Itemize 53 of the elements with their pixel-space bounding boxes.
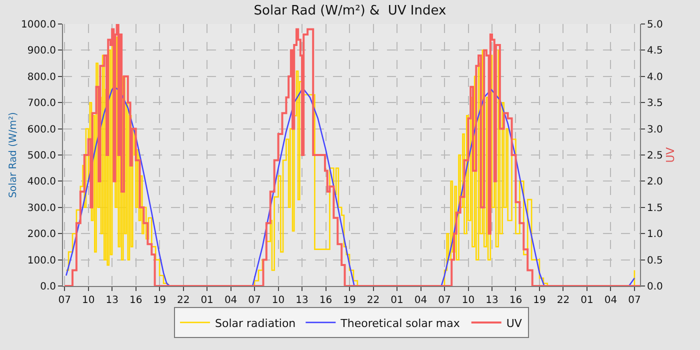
x-tick-label: 04 bbox=[604, 295, 618, 306]
y2-tick-label: 4.5 bbox=[647, 46, 663, 57]
legend-label: Solar radiation bbox=[215, 316, 296, 330]
y-tick-label: 700.0 bbox=[27, 98, 56, 110]
x-tick-label: 01 bbox=[580, 295, 594, 306]
x-tick-label: 07 bbox=[628, 295, 641, 306]
legend-label: UV bbox=[506, 316, 522, 330]
legend-label: Theoretical solar max bbox=[340, 316, 460, 330]
y2-axis-title: UV bbox=[664, 146, 678, 163]
x-tick-label: 19 bbox=[533, 295, 546, 306]
x-tick-label: 22 bbox=[556, 295, 570, 306]
x-tick-label: 22 bbox=[176, 295, 190, 306]
y-axis-title: Solar Rad (W/m²) bbox=[8, 112, 19, 198]
x-tick-label: 07 bbox=[438, 295, 451, 306]
x-tick-label: 16 bbox=[509, 295, 522, 306]
y2-tick-label: 0.0 bbox=[647, 282, 663, 292]
x-tick-label: 01 bbox=[390, 295, 404, 306]
x-tick-label: 04 bbox=[224, 295, 238, 306]
y-tick-label: 600.0 bbox=[27, 124, 56, 136]
y-tick-label: 200.0 bbox=[27, 229, 56, 240]
y2-tick-label: 1.0 bbox=[647, 229, 663, 240]
y2-tick-label: 1.5 bbox=[647, 202, 663, 214]
y-tick-label: 1000.0 bbox=[21, 20, 56, 30]
x-tick-label: 04 bbox=[414, 295, 428, 306]
y2-tick-label: 3.5 bbox=[647, 98, 663, 110]
y-tick-label: 900.0 bbox=[27, 46, 56, 57]
x-tick-label: 13 bbox=[486, 295, 498, 306]
x-tick-label: 07 bbox=[58, 295, 71, 306]
y-tick-label: 0.0 bbox=[40, 282, 56, 292]
x-tick-label: 07 bbox=[248, 295, 261, 306]
y-tick-label: 300.0 bbox=[27, 202, 56, 214]
y2-tick-label: 2.0 bbox=[647, 176, 663, 188]
x-tick-label: 16 bbox=[129, 295, 142, 306]
x-tick-label: 22 bbox=[366, 295, 380, 306]
x-tick-label: 19 bbox=[343, 295, 356, 306]
x-tick-label: 10 bbox=[82, 295, 95, 306]
y2-tick-label: 5.0 bbox=[647, 20, 663, 30]
x-tick-label: 10 bbox=[462, 295, 475, 306]
x-tick-label: 13 bbox=[106, 295, 118, 306]
y2-tick-label: 3.0 bbox=[647, 124, 663, 136]
y2-tick-label: 2.5 bbox=[647, 150, 663, 162]
chart-title: Solar Rad (W/m²) & UV Index bbox=[254, 3, 447, 18]
y-tick-label: 100.0 bbox=[27, 255, 56, 266]
x-tick-label: 16 bbox=[319, 295, 332, 306]
y2-tick-label: 4.0 bbox=[647, 72, 663, 83]
y-tick-label: 500.0 bbox=[27, 150, 56, 162]
x-tick-label: 10 bbox=[272, 295, 285, 306]
x-tick-label: 13 bbox=[296, 295, 308, 306]
y-tick-label: 400.0 bbox=[27, 176, 56, 188]
y2-tick-label: 0.5 bbox=[647, 255, 663, 266]
x-tick-label: 01 bbox=[200, 295, 214, 306]
x-tick-label: 19 bbox=[153, 295, 166, 306]
y-tick-label: 800.0 bbox=[27, 72, 56, 83]
